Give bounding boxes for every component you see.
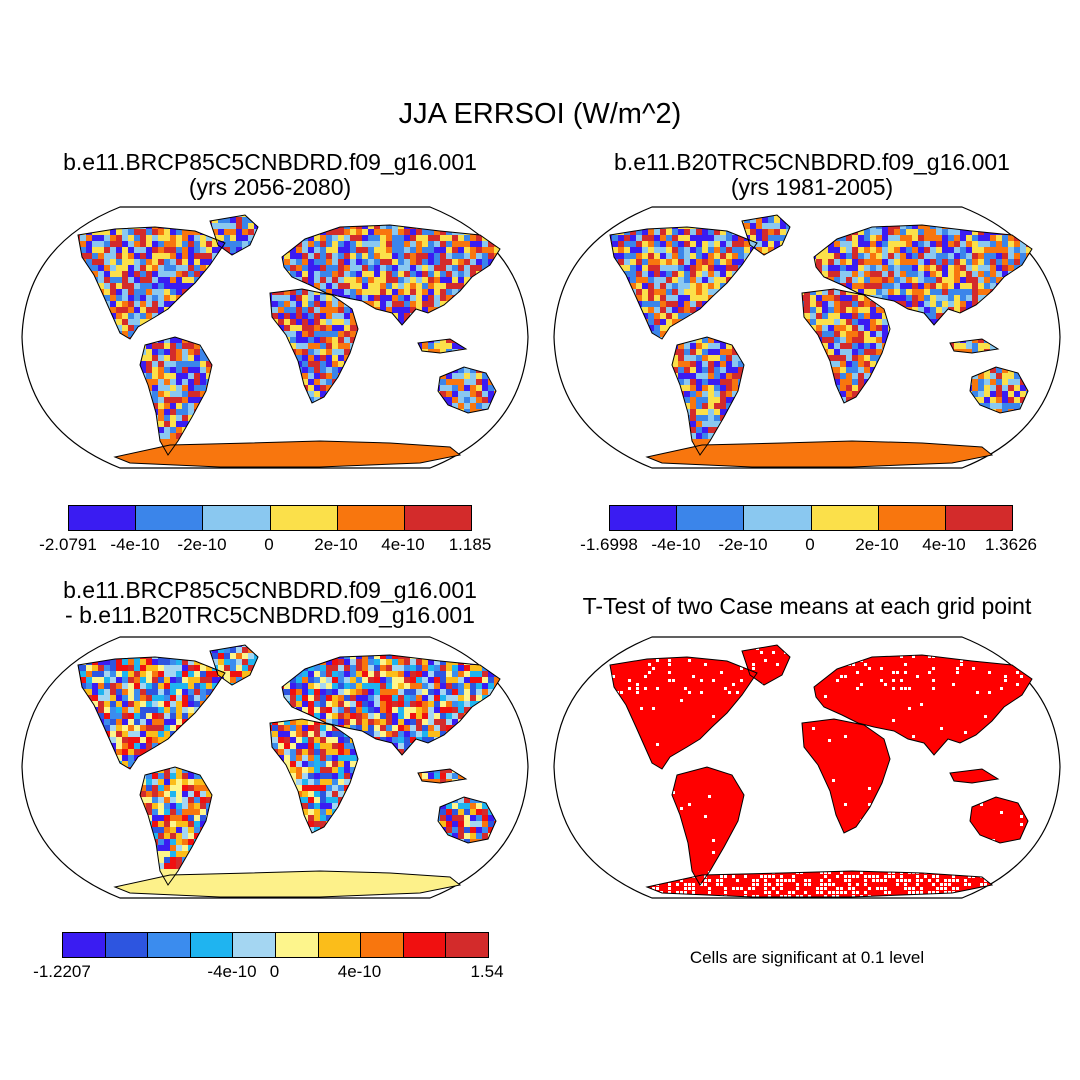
colorbar-swatch — [275, 933, 319, 957]
colorbar-tick-label: -4e-10 — [207, 962, 257, 981]
coastline-south-america — [671, 766, 745, 886]
colorbar-swatch — [105, 933, 149, 957]
coastline-north-america — [77, 226, 226, 340]
coastline-north-america — [609, 656, 758, 770]
colorbar-tick-label: 0 — [805, 535, 815, 554]
colorbar-swatch — [233, 933, 276, 957]
colorbar-tick-label: -2e-10 — [177, 535, 227, 554]
colorbar-tick-label: 1.54 — [470, 962, 504, 981]
colorbar-tick-label: -4e-10 — [110, 535, 160, 554]
coastline-australia — [437, 796, 497, 844]
coastline-greenland — [209, 214, 259, 256]
colorbar-swatch — [446, 933, 488, 957]
coastline-indonesia — [949, 338, 1000, 354]
coastline-north-america — [77, 656, 226, 770]
coastline-greenland — [209, 644, 259, 686]
panel-4-title: T-Test of two Case means at each grid po… — [552, 594, 1062, 619]
colorbar-swatch — [403, 933, 447, 957]
coastline-europe-asia — [281, 654, 501, 756]
colorbar-tick-label: 2e-10 — [855, 535, 899, 554]
coastline-europe-asia — [813, 654, 1033, 756]
colorbar-tick-label: -2.0791 — [39, 535, 97, 554]
colorbar-swatch — [361, 933, 404, 957]
panel-1-title-line2: (yrs 2056-2080) — [188, 174, 352, 200]
panel-2-map — [553, 206, 1061, 469]
colorbar-swatch — [610, 506, 678, 530]
significance-note: Cells are significant at 0.1 level — [689, 948, 925, 967]
colorbar-swatch — [270, 506, 338, 530]
coastline-antarctica — [113, 870, 462, 898]
colorbar-swatch — [318, 933, 362, 957]
panel-2-title-line1: b.e11.B20TRC5CNBDRD.f09_g16.001 — [614, 149, 1010, 175]
colorbar-swatch — [404, 506, 472, 530]
panel-2-colorbar — [609, 505, 1013, 531]
panel-2-colorbar-labels: -1.6998 -4e-10 -2e-10 0 2e-10 4e-10 1.3626 — [580, 535, 1037, 557]
coastline-africa — [269, 718, 359, 834]
coastline-australia — [969, 366, 1029, 414]
colorbar-swatch — [878, 506, 946, 530]
coastline-australia — [437, 366, 497, 414]
panel-3-title-line1: b.e11.BRCP85C5CNBDRD.f09_g16.001 — [63, 577, 477, 603]
coastline-south-america — [139, 766, 213, 886]
coastline-africa — [801, 288, 891, 404]
coastline-africa — [801, 718, 891, 834]
colorbar-tick-label: 1.3626 — [985, 535, 1037, 554]
coastline-indonesia — [417, 768, 468, 784]
panel-3-map — [21, 636, 529, 899]
colorbar-swatch — [945, 506, 1013, 530]
colorbar-tick-label: -4e-10 — [651, 535, 701, 554]
colorbar-swatch — [69, 506, 137, 530]
panel-1-map — [21, 206, 529, 469]
panel-3-colorbar-labels: -1.2207 -4e-10 0 4e-10 1.54 — [33, 962, 503, 984]
coastline-south-america — [139, 336, 213, 456]
coastline-australia — [969, 796, 1029, 844]
colorbar-tick-label: 4e-10 — [337, 962, 382, 981]
panel-2-title-line2: (yrs 1981-2005) — [730, 174, 894, 200]
colorbar-tick-label: 0 — [264, 535, 274, 554]
coastline-antarctica — [645, 870, 994, 898]
panel-2-title: b.e11.B20TRC5CNBDRD.f09_g16.001 (yrs 198… — [562, 150, 1062, 200]
colorbar-tick-label: 1.185 — [448, 535, 492, 554]
coastline-greenland — [741, 214, 791, 256]
coastline-greenland — [741, 644, 791, 686]
colorbar-tick-label: -2e-10 — [718, 535, 768, 554]
coastline-antarctica — [113, 440, 462, 468]
colorbar-tick-label: 2e-10 — [314, 535, 358, 554]
coastline-indonesia — [949, 768, 1000, 784]
colorbar-swatch — [190, 933, 234, 957]
figure-title: JJA ERRSOI (W/m^2) — [398, 98, 682, 130]
panel-1-colorbar — [68, 505, 472, 531]
colorbar-tick-label: 0 — [269, 962, 280, 981]
colorbar-swatch — [203, 506, 271, 530]
colorbar-tick-label: 4e-10 — [381, 535, 425, 554]
colorbar-tick-label: -1.2207 — [33, 962, 91, 981]
colorbar-swatch — [63, 933, 106, 957]
coastline-north-america — [609, 226, 758, 340]
coastline-antarctica — [645, 440, 994, 468]
colorbar-tick-label: -1.6998 — [580, 535, 638, 554]
colorbar-swatch — [148, 933, 191, 957]
panel-1-title: b.e11.BRCP85C5CNBDRD.f09_g16.001 (yrs 20… — [20, 150, 520, 200]
colorbar-swatch — [811, 506, 879, 530]
coastline-africa — [269, 288, 359, 404]
coastline-indonesia — [417, 338, 468, 354]
panel-4-title-line1: T-Test of two Case means at each grid po… — [582, 593, 1032, 619]
coastline-europe-asia — [813, 224, 1033, 326]
coastline-south-america — [671, 336, 745, 456]
panel-1-title-line1: b.e11.BRCP85C5CNBDRD.f09_g16.001 — [63, 149, 477, 175]
panel-1-colorbar-labels: -2.0791 -4e-10 -2e-10 0 2e-10 4e-10 1.185 — [39, 535, 491, 557]
colorbar-swatch — [337, 506, 405, 530]
colorbar-swatch — [677, 506, 745, 530]
panel-4-map — [553, 636, 1061, 899]
colorbar-swatch — [136, 506, 204, 530]
coastline-europe-asia — [281, 224, 501, 326]
panel-3-title: b.e11.BRCP85C5CNBDRD.f09_g16.001 - b.e11… — [20, 578, 520, 628]
panel-3-title-line2: - b.e11.B20TRC5CNBDRD.f09_g16.001 — [65, 602, 475, 628]
colorbar-swatch — [744, 506, 812, 530]
panel-3-colorbar — [62, 932, 489, 958]
colorbar-tick-label: 4e-10 — [922, 535, 966, 554]
